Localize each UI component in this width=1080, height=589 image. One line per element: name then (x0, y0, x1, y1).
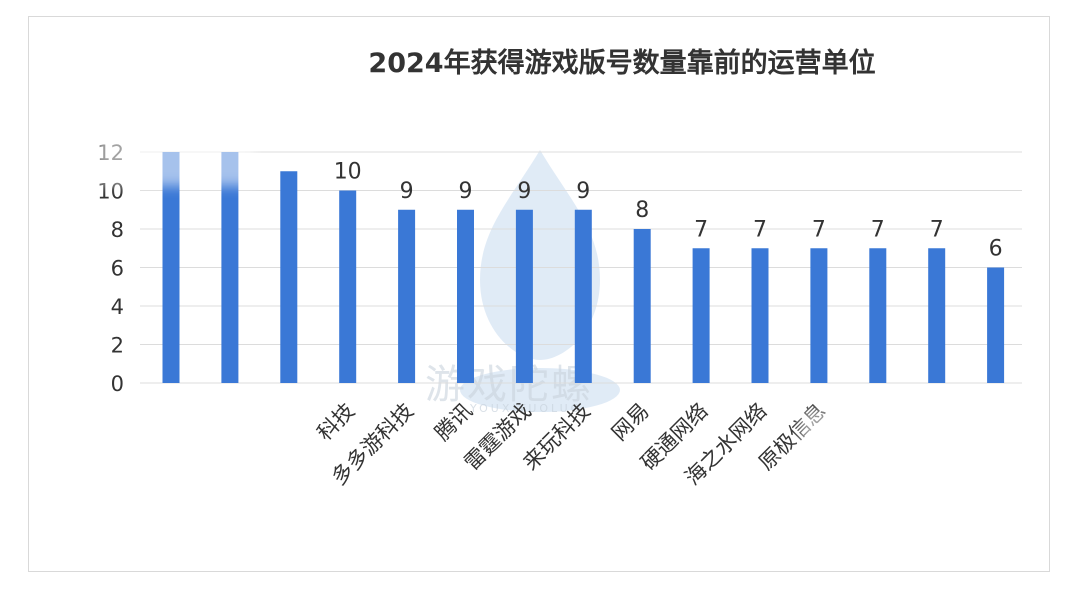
bar (457, 209, 474, 383)
data-label: 8 (635, 198, 649, 223)
bar (280, 171, 298, 383)
x-tick-label: 腾讯 (430, 399, 477, 446)
x-tick-label: 科技 (313, 399, 360, 446)
data-label: 9 (517, 179, 531, 204)
bar (692, 248, 710, 383)
bar (751, 248, 769, 383)
y-tick-label: 8 (111, 218, 124, 242)
bar (869, 248, 887, 383)
blurred-region-left-labels (90, 405, 300, 535)
watermark-text: 游戏陀螺 (425, 362, 593, 408)
y-tick-label: 2 (111, 334, 124, 358)
blurred-region-right-labels (800, 410, 1030, 520)
bar (987, 267, 1005, 383)
data-label: 10 (334, 160, 362, 185)
chart-title: 2024年获得游戏版号数量靠前的运营单位 (368, 47, 875, 79)
y-tick-label: 0 (111, 372, 124, 396)
bar (221, 152, 239, 383)
bar (633, 229, 651, 383)
data-label: 7 (753, 217, 767, 242)
data-label: 9 (400, 179, 414, 204)
data-label: 9 (576, 179, 590, 204)
bar (810, 248, 828, 383)
y-tick-label: 4 (111, 295, 124, 319)
x-tick-label: 网易 (607, 399, 654, 446)
bar (339, 190, 357, 383)
bar (515, 209, 533, 383)
data-label: 6 (989, 237, 1003, 262)
data-labels: 10 9 9 9 9 8 7 7 7 7 7 6 (334, 160, 1003, 262)
data-label: 9 (459, 179, 473, 204)
data-label: 7 (812, 217, 826, 242)
data-label: 7 (694, 217, 708, 242)
bar (398, 209, 416, 383)
blurred-region-left-axis (95, 96, 255, 186)
bar (574, 209, 592, 383)
data-label: 7 (930, 217, 944, 242)
watermark-subtext: YOUXITUOLUO (470, 402, 583, 415)
bar (928, 248, 946, 383)
bar (162, 152, 180, 383)
y-tick-label: 6 (111, 257, 124, 281)
bars (162, 152, 1005, 383)
data-label: 7 (871, 217, 885, 242)
